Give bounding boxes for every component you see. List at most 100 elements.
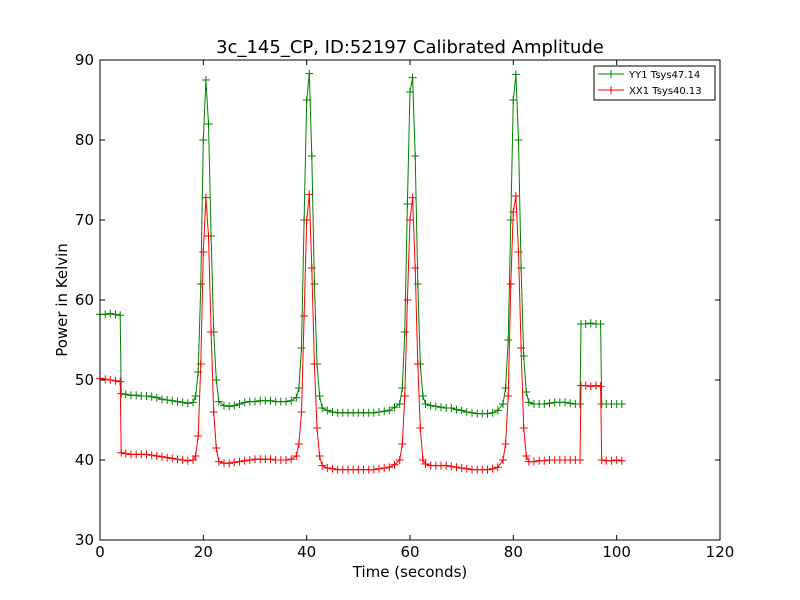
chart-title: 3c_145_CP, ID:52197 Calibrated Amplitude bbox=[216, 37, 604, 58]
data-point bbox=[214, 397, 223, 406]
data-point bbox=[488, 408, 497, 417]
data-point bbox=[183, 399, 192, 408]
data-point bbox=[561, 398, 569, 407]
data-point bbox=[266, 455, 275, 464]
data-point bbox=[511, 70, 520, 79]
legend-marker-yy1 bbox=[607, 70, 615, 78]
data-point bbox=[511, 192, 520, 200]
data-point bbox=[315, 452, 324, 460]
data-point bbox=[540, 400, 549, 408]
data-point bbox=[328, 464, 337, 473]
data-point bbox=[212, 444, 221, 452]
data-point bbox=[457, 464, 466, 472]
data-point bbox=[452, 463, 461, 472]
data-point bbox=[307, 152, 316, 160]
data-point bbox=[380, 407, 389, 416]
data-point bbox=[369, 465, 378, 474]
data-point bbox=[310, 360, 319, 368]
data-point bbox=[398, 440, 407, 448]
data-point bbox=[251, 397, 259, 406]
data-point bbox=[307, 264, 316, 272]
data-point bbox=[168, 454, 177, 463]
data-point bbox=[406, 216, 414, 224]
data-point bbox=[400, 392, 409, 400]
data-point bbox=[509, 208, 518, 216]
data-point bbox=[581, 381, 590, 390]
data-point bbox=[168, 396, 177, 405]
data-point bbox=[418, 392, 427, 400]
data-point bbox=[411, 152, 420, 160]
data-point bbox=[447, 462, 456, 471]
legend-entry-xx1: XX1 Tsys40.13 bbox=[598, 86, 702, 97]
data-point bbox=[581, 320, 590, 328]
data-point bbox=[462, 464, 471, 473]
data-point bbox=[385, 406, 394, 415]
data-point bbox=[576, 456, 584, 464]
series-1 bbox=[96, 190, 626, 474]
data-point bbox=[323, 406, 332, 415]
data-point bbox=[406, 88, 414, 96]
x-tick-label: 40 bbox=[297, 543, 316, 561]
x-tick-label: 100 bbox=[602, 543, 631, 561]
data-point bbox=[447, 404, 456, 412]
data-point bbox=[318, 404, 327, 412]
data-point bbox=[413, 280, 422, 288]
data-point bbox=[106, 309, 115, 318]
data-point bbox=[522, 452, 531, 460]
data-point bbox=[158, 452, 166, 461]
data-point bbox=[328, 408, 337, 416]
data-point bbox=[504, 392, 513, 400]
data-point bbox=[462, 408, 471, 416]
data-point bbox=[315, 392, 324, 400]
data-point bbox=[240, 456, 249, 465]
data-point bbox=[519, 424, 528, 432]
x-tick-label: 60 bbox=[400, 543, 419, 561]
data-point bbox=[545, 399, 554, 408]
data-point bbox=[597, 456, 606, 464]
data-point bbox=[483, 409, 492, 418]
data-point bbox=[266, 396, 275, 405]
legend-marker-xx1 bbox=[607, 86, 615, 94]
data-point bbox=[408, 193, 417, 202]
y-tick-label: 50 bbox=[75, 371, 94, 389]
data-point bbox=[390, 460, 399, 469]
data-point bbox=[297, 344, 306, 352]
data-point bbox=[403, 296, 412, 304]
data-point bbox=[323, 464, 332, 472]
data-point bbox=[442, 461, 451, 470]
data-point bbox=[457, 406, 466, 415]
data-point bbox=[375, 464, 383, 473]
data-point bbox=[488, 464, 497, 473]
data-point bbox=[483, 465, 492, 474]
data-point bbox=[385, 463, 394, 472]
data-point bbox=[421, 400, 430, 408]
y-axis-label: Power in Kelvin bbox=[53, 243, 71, 357]
data-point bbox=[199, 136, 208, 144]
data-point bbox=[178, 398, 187, 407]
y-tick-label: 60 bbox=[75, 291, 94, 309]
y-tick-label: 30 bbox=[75, 531, 94, 549]
data-point bbox=[297, 408, 306, 416]
data-point bbox=[400, 328, 409, 336]
data-point bbox=[191, 452, 200, 460]
data-point bbox=[302, 96, 311, 104]
data-point bbox=[452, 405, 461, 414]
data-point bbox=[282, 397, 290, 406]
data-point bbox=[142, 392, 151, 400]
legend-label-xx1: XX1 Tsys40.13 bbox=[629, 86, 702, 97]
x-axis-label: Time (seconds) bbox=[352, 563, 468, 581]
data-point bbox=[201, 76, 210, 84]
data-point bbox=[540, 456, 549, 465]
data-point bbox=[111, 376, 120, 385]
data-point bbox=[101, 375, 110, 384]
data-point bbox=[183, 456, 192, 465]
data-point bbox=[191, 392, 200, 400]
data-point bbox=[230, 458, 239, 467]
x-tick-label: 0 bbox=[95, 543, 105, 561]
data-point bbox=[499, 400, 507, 408]
data-point bbox=[147, 451, 156, 460]
series-layer bbox=[96, 69, 626, 474]
data-point bbox=[225, 402, 234, 411]
legend-label-yy1: YY1 Tsys47.14 bbox=[628, 70, 700, 81]
